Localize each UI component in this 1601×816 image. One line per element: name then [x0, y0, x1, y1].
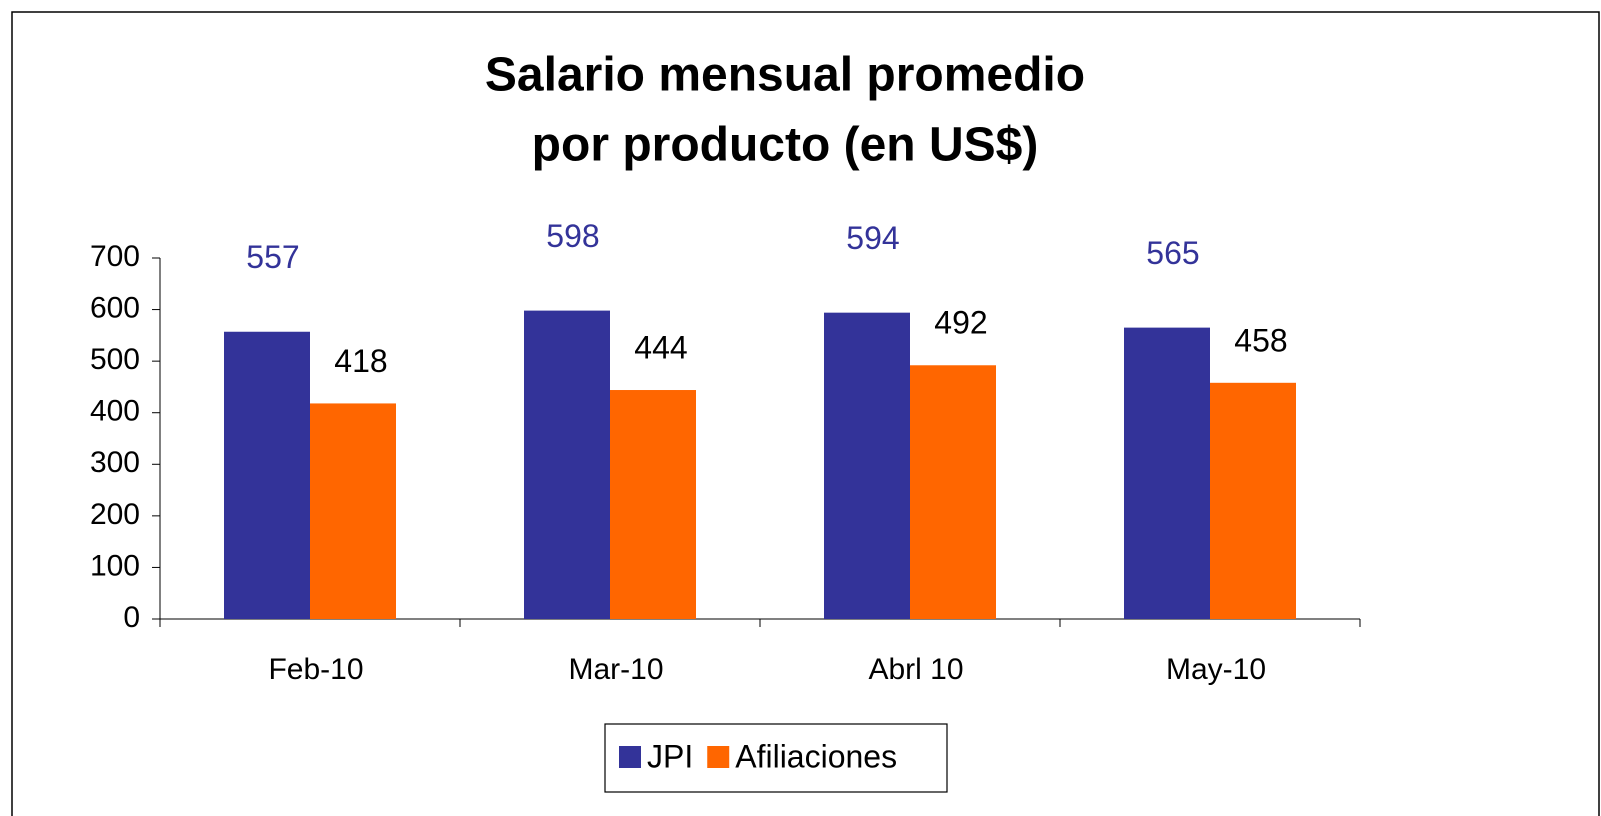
y-tick-label: 700: [90, 240, 140, 273]
x-tick-label: Mar-10: [568, 653, 663, 686]
legend-label: JPI: [647, 738, 693, 774]
bar: [910, 365, 996, 619]
data-label: 565: [1146, 235, 1199, 271]
y-tick-label: 0: [123, 601, 140, 634]
bar: [1210, 382, 1296, 619]
data-label: 418: [334, 343, 387, 379]
bar: [524, 310, 610, 619]
data-label: 492: [934, 305, 987, 341]
chart-title: por producto (en US$): [532, 119, 1039, 172]
legend-box: [604, 723, 948, 793]
data-label: 557: [246, 239, 299, 275]
x-tick-label: Feb-10: [268, 653, 363, 686]
y-tick-label: 600: [90, 291, 140, 324]
bar: [824, 312, 910, 619]
legend-swatch: [619, 746, 641, 768]
y-tick-label: 400: [90, 395, 140, 428]
data-label: 598: [546, 218, 599, 254]
y-tick-label: 500: [90, 343, 140, 376]
data-label: 458: [1234, 322, 1287, 358]
legend-swatch: [707, 746, 730, 768]
bar: [224, 331, 310, 619]
y-tick-label: 100: [90, 549, 140, 582]
data-label: 444: [634, 329, 687, 365]
bar: [610, 390, 696, 619]
y-tick-label: 300: [90, 446, 140, 479]
y-tick-label: 200: [90, 498, 140, 531]
chart-title: Salario mensual promedio: [485, 49, 1085, 102]
bar: [310, 403, 396, 619]
x-tick-label: May-10: [1166, 653, 1266, 686]
x-tick-label: Abrl 10: [868, 653, 963, 686]
legend-label: Afiliaciones: [735, 738, 897, 774]
data-label: 594: [846, 220, 899, 256]
bar: [1124, 327, 1210, 619]
